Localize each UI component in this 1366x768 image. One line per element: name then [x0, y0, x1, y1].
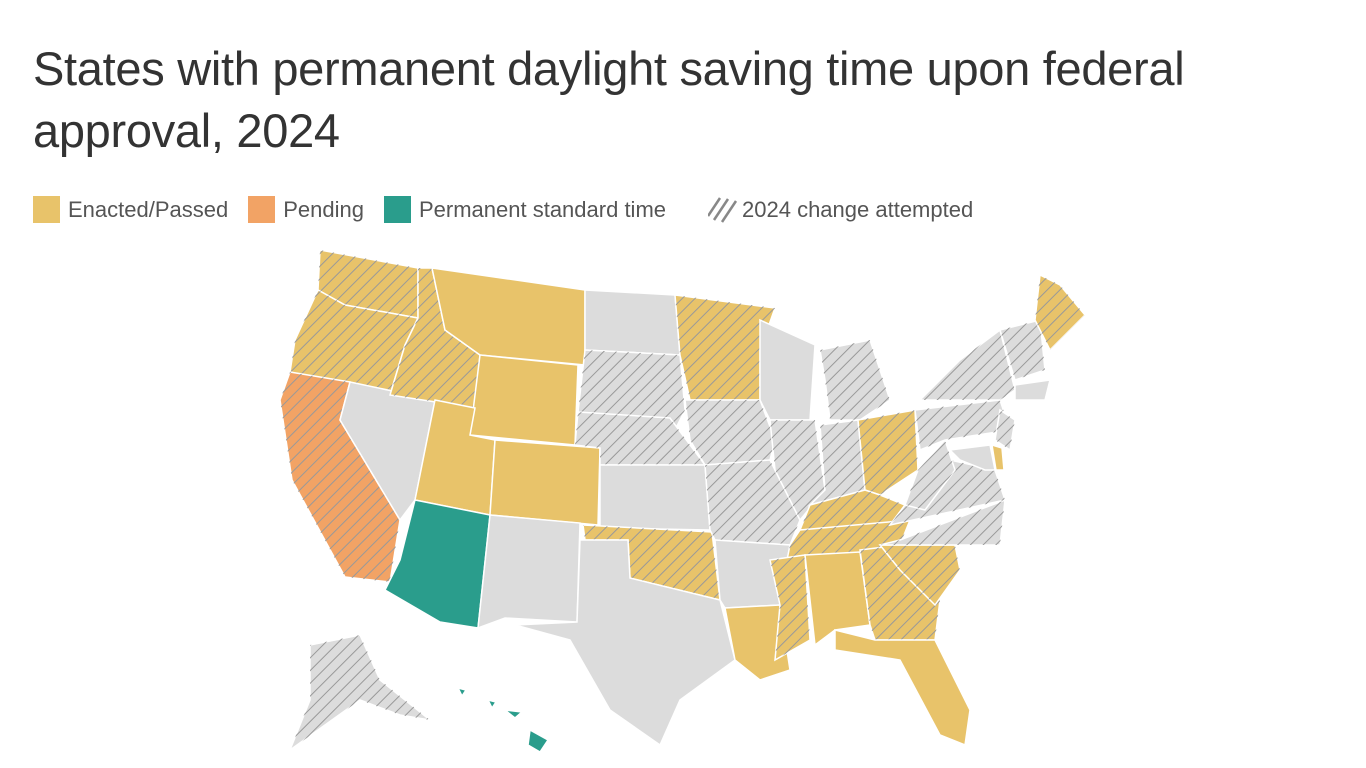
state-hatch-ne: [575, 412, 705, 465]
legend-label: Permanent standard time: [418, 196, 667, 222]
state-md: [948, 444, 996, 471]
state-hatch-il: [770, 420, 825, 520]
standard-swatch: [383, 196, 411, 223]
chart-title: States with permanent daylight saving ti…: [33, 42, 1185, 157]
legend-label: Pending: [283, 196, 364, 222]
state-wi: [759, 318, 816, 421]
state-hatch-ga: [860, 545, 940, 640]
enacted-swatch: [33, 196, 60, 223]
state-wy: [469, 354, 579, 446]
pending-swatch: [248, 196, 276, 223]
state-nm: [477, 514, 581, 630]
legend-label: 2024 change attempted: [742, 196, 974, 222]
state-hi: [527, 728, 550, 754]
state-ma: [1014, 379, 1051, 401]
state-tx: [514, 539, 736, 747]
legend-item-standard: Permanent standard time: [383, 196, 667, 223]
state-hatch-nc: [880, 500, 1005, 545]
state-hi: [456, 686, 468, 698]
state-hatch-mo: [705, 460, 800, 545]
legend-item-pending: Pending: [248, 196, 364, 223]
state-hatch-vtnh: [1000, 320, 1045, 380]
legend-item-attempted: 2024 change attempted: [686, 196, 973, 223]
state-hatch-sc: [880, 545, 960, 605]
state-al: [804, 551, 871, 647]
state-hatch-in: [810, 420, 865, 505]
state-hatch-oh: [858, 410, 918, 495]
state-hatch-ca: [280, 372, 400, 582]
state-de: [991, 443, 1005, 471]
state-hatch-wv: [905, 440, 955, 510]
hatch-swatch-icon: [708, 197, 738, 223]
state-hatch-me: [1035, 275, 1085, 350]
state-hatch-ia: [685, 400, 775, 465]
legend-label: Enacted/Passed: [68, 196, 229, 222]
state-hatch-id: [390, 268, 480, 408]
state-hatch-nj: [995, 410, 1015, 450]
state-hatch-ny: [920, 330, 1015, 400]
state-la: [724, 604, 791, 681]
state-hatch-ok: [583, 525, 720, 600]
state-hatch-wa: [318, 250, 418, 318]
state-hatch-mi: [820, 340, 890, 420]
legend: Enacted/Passed Pending Permanent standar…: [33, 196, 993, 223]
state-hi: [502, 708, 524, 719]
state-nd: [584, 289, 681, 356]
state-fl: [834, 629, 971, 747]
state-hatch-pa: [915, 400, 1010, 450]
state-hatch-ms: [770, 555, 810, 660]
state-hi: [486, 698, 498, 710]
legend-item-enacted: Enacted/Passed: [33, 196, 228, 223]
state-hatch-ak: [290, 635, 430, 750]
state-ks: [599, 464, 711, 531]
state-hatch-or: [290, 290, 418, 395]
state-hatch-mn: [675, 295, 775, 400]
state-co: [489, 439, 601, 526]
state-hatch-ky: [800, 490, 905, 530]
